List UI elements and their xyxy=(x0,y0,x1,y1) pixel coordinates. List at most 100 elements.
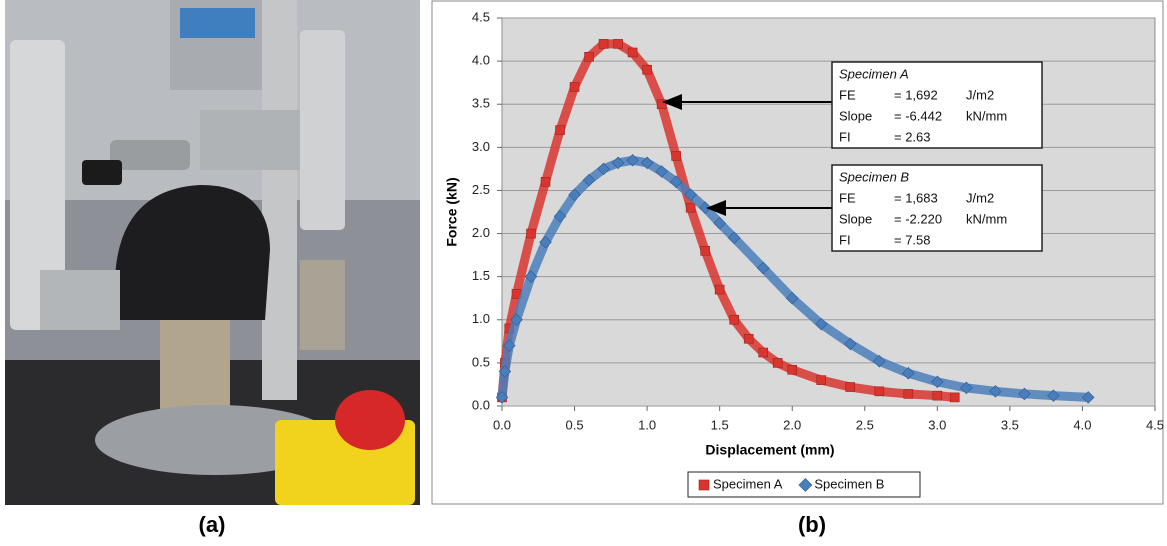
marker xyxy=(756,261,770,275)
marker xyxy=(785,291,799,305)
legend-label: Specimen A xyxy=(713,476,783,491)
annotation-text: = -2.220 xyxy=(894,211,942,226)
marker xyxy=(627,47,638,58)
marker xyxy=(642,64,652,75)
y-tick-label: 3.5 xyxy=(472,96,490,111)
marker xyxy=(772,358,783,368)
x-tick-label: 1.5 xyxy=(711,417,729,432)
annotation-text: J/m2 xyxy=(966,190,994,205)
annotation-text: kN/mm xyxy=(966,108,1007,123)
annotation-text: = 2.63 xyxy=(894,129,931,144)
marker xyxy=(685,202,696,213)
photo xyxy=(5,0,420,505)
marker xyxy=(626,153,639,167)
marker xyxy=(495,391,509,404)
annotation-text: kN/mm xyxy=(966,211,1007,226)
marker xyxy=(874,386,885,397)
plot-area: 0.0 0.5 1.0 1.5 2.0 2.5 3.0 3.5 4.0 4.5 0.0 0.5 1.0 1… xyxy=(472,9,1164,432)
x-tick-label: 4.5 xyxy=(1146,417,1164,432)
marker xyxy=(729,314,739,325)
marker xyxy=(873,354,886,368)
x-tick-label: 2.0 xyxy=(783,417,801,432)
marker xyxy=(902,366,915,380)
marker xyxy=(714,284,725,295)
marker xyxy=(700,246,710,256)
y-tick-label: 4.5 xyxy=(472,9,490,24)
marker xyxy=(553,210,567,223)
marker xyxy=(569,82,580,92)
marker xyxy=(787,364,798,375)
marker xyxy=(526,228,536,239)
marker xyxy=(727,231,741,245)
annotations: Specimen A FE = 1,692 J/m2 Slope = -6.442 kN/m… xyxy=(831,61,1043,252)
annotation-text: FE xyxy=(839,87,856,102)
marker xyxy=(598,39,609,49)
annotation-text: = 7.58 xyxy=(894,232,931,247)
marker xyxy=(843,337,857,351)
annotation-title: Specimen B xyxy=(839,169,909,184)
plot-background xyxy=(501,17,1156,407)
marker xyxy=(960,381,973,395)
marker xyxy=(758,347,769,358)
marker xyxy=(845,382,856,392)
annotation-box xyxy=(831,164,1043,252)
marker xyxy=(903,389,914,399)
marker xyxy=(816,375,827,385)
y-tick-label: 1.0 xyxy=(472,311,490,326)
marker xyxy=(932,390,943,401)
x-tick-label: 0.0 xyxy=(493,417,511,432)
y-tick-label: 0.5 xyxy=(472,354,490,369)
y-tick-label: 4.0 xyxy=(472,53,490,68)
annotation-text: J/m2 xyxy=(966,87,994,102)
marker xyxy=(684,188,697,202)
x-tick-label: 0.5 xyxy=(566,417,584,432)
annotation-text: = 1,683 xyxy=(894,190,938,205)
marker xyxy=(671,151,681,161)
marker xyxy=(584,51,594,62)
x-tick-label: 4.0 xyxy=(1073,417,1091,432)
marker xyxy=(539,235,552,249)
annotation-text: Slope xyxy=(839,108,872,123)
panel-label: (b) xyxy=(798,512,826,537)
annotation-text: FI xyxy=(839,129,851,144)
marker xyxy=(669,175,683,189)
marker xyxy=(597,162,610,176)
marker xyxy=(949,392,960,403)
y-tick-label: 2.5 xyxy=(472,182,490,197)
marker xyxy=(555,125,565,135)
x-tick-label: 2.5 xyxy=(856,417,874,432)
annotation-text: FE xyxy=(839,190,856,205)
marker xyxy=(1047,389,1060,402)
annotation-text: Slope xyxy=(839,211,872,226)
y-tick-label: 1.5 xyxy=(472,268,490,283)
marker xyxy=(611,156,625,170)
marker xyxy=(655,165,668,178)
marker xyxy=(502,339,516,352)
legend-marker xyxy=(798,478,813,492)
x-tick-label: 1.0 xyxy=(638,417,656,432)
legend-marker xyxy=(698,479,710,491)
marker xyxy=(713,216,726,230)
marker xyxy=(814,317,828,331)
marker xyxy=(540,177,551,187)
legend: Specimen A Specimen B xyxy=(687,471,921,498)
annotation-text: = -6.442 xyxy=(894,108,942,123)
marker xyxy=(510,313,523,327)
x-tick-label: 3.0 xyxy=(928,417,946,432)
marker xyxy=(989,385,1002,398)
annotation-text: = 1,692 xyxy=(894,87,938,102)
marker xyxy=(582,173,596,187)
x-tick-label: 3.5 xyxy=(1001,417,1019,432)
panel-label: (a) xyxy=(199,512,226,537)
marker xyxy=(613,39,623,49)
marker xyxy=(568,188,581,202)
marker xyxy=(1081,391,1095,404)
y-axis-title: Force (kN) xyxy=(444,177,460,246)
marker xyxy=(931,375,944,389)
x-axis-title: Displacement (mm) xyxy=(705,442,834,458)
y-tick-label: 2.0 xyxy=(472,225,490,240)
marker xyxy=(498,365,512,378)
legend-label: Specimen B xyxy=(814,476,884,491)
annotation-text: FI xyxy=(839,232,851,247)
marker xyxy=(1018,387,1031,401)
